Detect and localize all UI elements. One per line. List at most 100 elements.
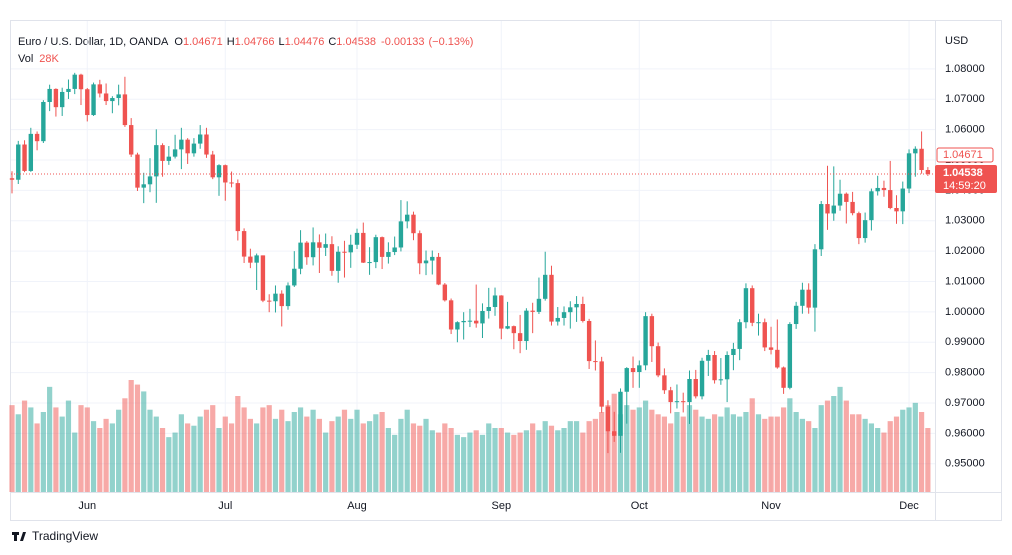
volume-bar xyxy=(862,418,868,492)
candle-body xyxy=(693,379,698,397)
volume-bar xyxy=(573,421,580,492)
candle-body xyxy=(869,191,874,221)
volume-bar xyxy=(172,432,178,492)
volume-legend: Vol 28K xyxy=(18,53,60,65)
candle-body xyxy=(637,365,642,373)
candle-body xyxy=(668,390,673,403)
candle-body xyxy=(147,176,153,185)
y-tick-label: 0.99000 xyxy=(945,336,985,348)
volume-bar xyxy=(799,418,806,492)
volume-bar xyxy=(323,432,329,492)
candle-body xyxy=(122,94,128,126)
prev-close-label: 1.04671 xyxy=(943,149,983,161)
candle-body xyxy=(191,143,197,154)
candle-body xyxy=(379,237,385,257)
volume-bar xyxy=(561,428,567,492)
volume-bar xyxy=(755,414,762,492)
volume-bar xyxy=(47,386,53,492)
volume-bar xyxy=(881,432,887,492)
y-tick-label: 1.00000 xyxy=(945,306,985,318)
candle-body xyxy=(530,310,535,312)
volume-bar xyxy=(749,398,755,492)
candle-body xyxy=(354,232,360,245)
volume-bar xyxy=(53,407,59,492)
candle-body xyxy=(718,379,724,381)
candle-body xyxy=(285,285,291,307)
volume-bar xyxy=(134,384,141,492)
y-tick-label: 1.07000 xyxy=(945,93,985,105)
volume-bar xyxy=(304,416,310,492)
volume-bar xyxy=(536,430,542,492)
volume-bar xyxy=(266,405,272,492)
volume-bar xyxy=(272,418,279,492)
candle-body xyxy=(800,289,805,306)
volume-bar xyxy=(116,409,122,492)
candle-body xyxy=(844,193,849,202)
volume-bar xyxy=(166,437,172,492)
volume-bar xyxy=(235,396,241,492)
candle-body xyxy=(850,201,855,214)
volume-bar xyxy=(812,428,818,492)
volume-bar xyxy=(762,418,768,492)
volume-bar xyxy=(335,416,341,492)
volume-bar xyxy=(636,407,642,492)
volume-bar xyxy=(254,423,260,492)
candle-body xyxy=(925,169,931,175)
volume-bar xyxy=(128,380,134,492)
volume-bar xyxy=(185,423,191,492)
volume-bar xyxy=(586,421,592,492)
y-tick-label: 1.06000 xyxy=(945,124,985,136)
volume-bar xyxy=(40,412,46,492)
volume-bar xyxy=(291,412,297,492)
ohlc-key: L xyxy=(278,36,284,48)
candle-body xyxy=(279,293,284,307)
volume-bar xyxy=(649,409,655,492)
candle-body xyxy=(881,187,887,191)
volume-bar xyxy=(461,437,467,492)
candle-body xyxy=(724,355,730,380)
candle-body xyxy=(919,148,924,170)
candle-body xyxy=(543,274,548,299)
volume-bar xyxy=(517,432,523,492)
candle-body xyxy=(185,139,190,154)
candle-body xyxy=(398,221,404,248)
volume-bar xyxy=(875,428,881,492)
ohlc-value: 1.04476 xyxy=(285,36,325,48)
candle-body xyxy=(386,252,391,257)
candle-body xyxy=(310,242,316,258)
volume-bar xyxy=(141,391,147,492)
candle-body xyxy=(348,244,353,253)
volume-bar xyxy=(686,405,693,492)
ohlc-value: 1.04538 xyxy=(336,36,376,48)
volume-bar xyxy=(831,396,837,492)
ohlc-value: 1.04766 xyxy=(235,36,275,48)
candle-body xyxy=(737,322,742,349)
volume-bar xyxy=(9,405,15,492)
candle-body xyxy=(292,268,297,286)
candle-body xyxy=(674,401,680,403)
candle-body xyxy=(819,204,824,250)
x-tick-label: Sep xyxy=(492,500,512,512)
volume-bar xyxy=(580,432,586,492)
candle-body xyxy=(555,317,560,322)
volume-bar xyxy=(247,418,253,492)
candle-body xyxy=(461,320,466,323)
volume-bar xyxy=(373,414,379,492)
candle-body xyxy=(486,307,491,311)
candle-body xyxy=(731,348,736,356)
volume-bar xyxy=(711,414,718,492)
volume-bar xyxy=(59,416,65,492)
candle-body xyxy=(505,326,510,329)
candle-body xyxy=(260,255,266,301)
y-tick-label: 0.96000 xyxy=(945,427,985,439)
volume-bar xyxy=(787,398,793,492)
candle-body xyxy=(743,288,749,323)
volume-bar xyxy=(348,418,354,492)
candle-body xyxy=(22,144,27,171)
volume-bar xyxy=(360,423,366,492)
change: -0.00133 xyxy=(381,36,424,48)
volume-bar xyxy=(429,430,435,492)
candle-body xyxy=(342,251,347,253)
y-axis-label: USD xyxy=(945,35,968,47)
candle-body xyxy=(536,298,542,312)
